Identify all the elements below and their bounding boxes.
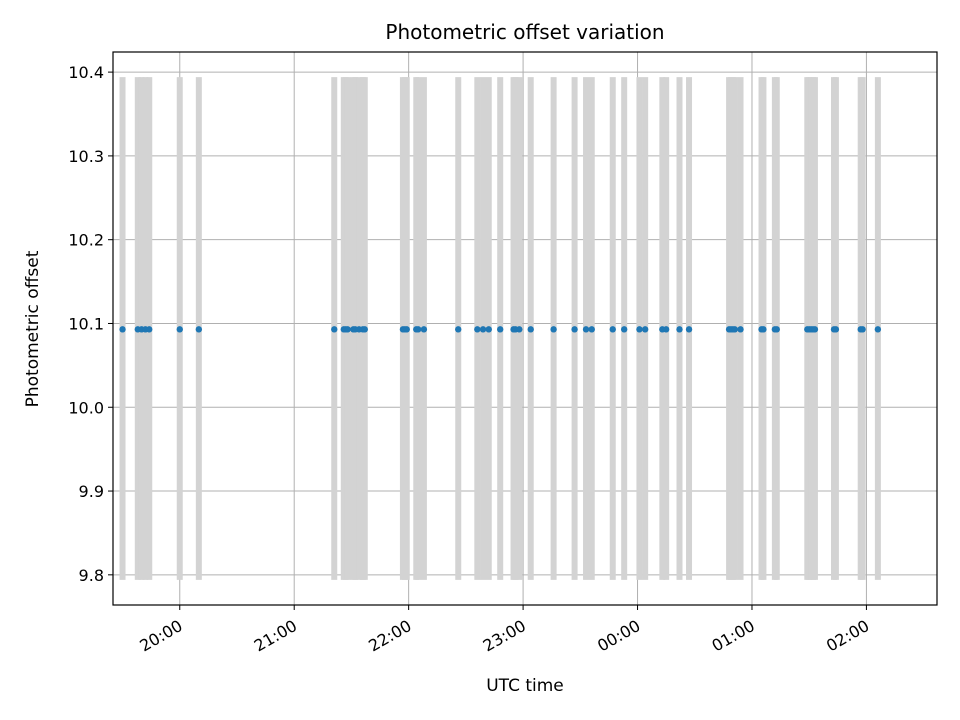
- data-point: [859, 326, 866, 333]
- data-point: [582, 326, 590, 333]
- y-tick-label: 9.8: [79, 566, 104, 585]
- data-point: [455, 326, 462, 333]
- data-point: [609, 326, 616, 333]
- data-point: [662, 326, 670, 333]
- data-point: [773, 326, 780, 333]
- y-tick-label: 10.2: [68, 231, 104, 250]
- chart-title: Photometric offset variation: [385, 20, 664, 44]
- data-point: [641, 326, 649, 333]
- data-point: [479, 326, 487, 333]
- data-point: [497, 326, 504, 333]
- data-point: [119, 326, 126, 333]
- data-point: [176, 326, 183, 333]
- data-point: [516, 326, 523, 333]
- data-point: [832, 326, 840, 333]
- data-point: [731, 326, 739, 333]
- data-point: [146, 326, 153, 333]
- data-point: [588, 326, 595, 333]
- data-point: [331, 326, 338, 333]
- data-point: [620, 326, 628, 333]
- y-tick-label: 10.4: [68, 63, 104, 82]
- y-tick-label: 10.3: [68, 147, 104, 166]
- data-point: [636, 326, 643, 333]
- data-point: [874, 326, 882, 333]
- data-point: [811, 326, 819, 333]
- data-point: [474, 326, 481, 333]
- data-point: [344, 326, 351, 333]
- data-point: [414, 326, 422, 333]
- data-point: [685, 326, 693, 333]
- data-point: [676, 326, 683, 333]
- plot-frame: [112, 51, 938, 606]
- y-axis-title: Photometric offset: [23, 250, 43, 407]
- data-point: [737, 326, 744, 333]
- data-point: [420, 326, 428, 333]
- data-point: [527, 326, 534, 333]
- data-point: [760, 326, 767, 333]
- data-point: [550, 326, 557, 333]
- x-axis-title: UTC time: [486, 676, 564, 696]
- data-point: [571, 326, 578, 333]
- y-tick-label: 9.9: [79, 482, 104, 501]
- y-tick-label: 10.1: [68, 314, 104, 333]
- data-point: [361, 326, 368, 333]
- data-point: [195, 326, 203, 333]
- data-point: [403, 326, 410, 333]
- data-point-layer: [119, 326, 882, 333]
- data-point: [485, 326, 492, 333]
- y-tick-label: 10.0: [68, 398, 104, 417]
